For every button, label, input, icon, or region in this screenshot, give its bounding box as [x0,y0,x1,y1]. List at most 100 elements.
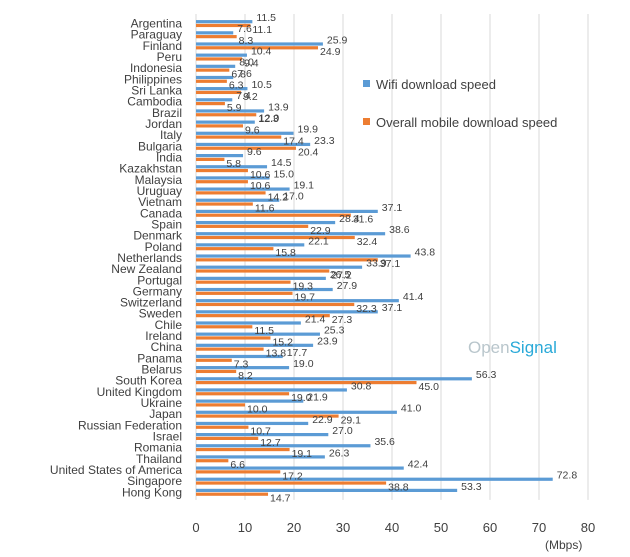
bar-wifi [196,209,378,213]
bar-mobile [196,113,257,117]
value-label-mobile: 13.8 [266,348,287,360]
x-tick-labels: 0 10 20 30 40 50 60 70 80 [192,520,595,535]
bar-mobile [196,470,281,474]
value-label-wifi: 21.9 [307,392,328,404]
bar-wifi [196,466,404,470]
bar-wifi [196,142,311,147]
bar-wifi [196,477,553,481]
bar-mobile [196,157,225,161]
bar-wifi [196,120,255,124]
value-label-mobile: 5.9 [227,102,242,114]
category-label: Germany [133,284,182,298]
value-label-mobile: 32.3 [356,303,377,315]
bar-mobile [196,235,355,240]
value-label-wifi: 19.0 [293,358,314,370]
bar-mobile [196,168,248,173]
brand-logo: OpenSignal [468,338,557,357]
bar-wifi [196,31,234,35]
bar-mobile [196,392,290,396]
x-tick-label: 10 [238,520,252,535]
bar-wifi [196,310,378,314]
value-label-wifi: 15.0 [274,168,295,180]
value-label-wifi: 56.3 [476,369,497,381]
bar-mobile [196,79,227,83]
category-label: Canada [140,206,182,220]
value-label-wifi: 25.9 [327,34,348,46]
bar-wifi [196,388,347,392]
bar-wifi [196,377,472,381]
value-label-mobile: 19.3 [293,281,314,293]
category-label: Sweden [139,307,182,321]
value-label-wifi: 30.8 [351,380,372,392]
value-label-mobile: 10.7 [250,426,271,438]
value-label-mobile: 11.5 [254,325,274,337]
category-label: Japan [149,407,182,421]
value-label-mobile: 6.8 [231,69,246,81]
category-label: Ukraine [141,396,183,410]
category-label: Paraguay [131,28,182,42]
value-label-mobile: 8.3 [239,35,254,47]
value-label-wifi: 21.4 [305,313,326,325]
value-label-mobile: 32.4 [357,236,378,248]
x-axis-unit-label: (Mbps) [545,538,582,552]
category-label: Uruguay [137,184,182,198]
bar-mobile [196,381,417,385]
bar-wifi [196,343,314,347]
x-tick-label: 70 [532,520,546,535]
bar-mobile [196,414,339,418]
x-tick-label: 30 [336,520,350,535]
value-label-wifi: 23.9 [317,336,338,348]
value-label-wifi: 33.9 [366,258,387,270]
bar-mobile [196,459,229,463]
value-label-wifi: 41.0 [401,403,422,415]
value-label-mobile: 24.9 [320,46,341,58]
value-label-wifi: 19.9 [298,124,319,136]
value-label-wifi: 26.5 [330,269,351,281]
bar-wifi [196,176,270,180]
value-label-mobile: 31.6 [353,214,374,226]
bar-mobile [196,46,319,50]
bar-mobile [196,325,253,329]
value-label-mobile: 14.7 [270,493,291,505]
bar-wifi [196,421,309,426]
value-label-wifi: 53.3 [461,481,482,493]
value-label-wifi: 19.1 [294,179,315,191]
bar-mobile [196,369,237,374]
value-label-wifi: 12.0 [259,113,280,125]
value-label-mobile: 7.3 [234,359,249,371]
value-label-mobile: 6.3 [229,80,244,92]
bar-wifi [196,276,326,280]
category-label: Brazil [152,106,182,120]
category-label: Spain [151,217,182,231]
legend-swatch-mobile [363,118,370,125]
category-label: Poland [145,240,182,254]
value-label-mobile: 45.0 [419,381,440,393]
bar-mobile [196,436,259,440]
value-labels: 11.511.17.68.3 25.924.910.49.48.06.87.66.… [226,12,577,505]
value-label-wifi: 17.7 [287,347,308,359]
value-label-wifi: 14.5 [271,157,292,169]
value-label-wifi: 41.4 [403,291,424,303]
bar-wifi [196,165,268,169]
bar-wifi [196,354,283,359]
bar-mobile [196,447,290,452]
value-label-wifi: 27.9 [337,280,358,292]
category-label: Panama [137,351,182,365]
legend-label-wifi: Wifi download speed [376,77,496,92]
bar-mobile [196,191,266,195]
value-label-wifi: 28.4 [339,213,360,225]
category-label: Cambodia [127,95,182,109]
category-label: Netherlands [117,251,182,265]
category-label: Argentina [131,17,183,31]
category-label: Singapore [127,474,182,488]
category-label: Portugal [137,273,182,287]
category-label: Kazakhstan [119,162,182,176]
value-label-mobile: 29.1 [341,414,362,426]
bar-wifi [196,433,329,437]
category-label: Peru [157,50,182,64]
category-label: Hong Kong [122,485,182,499]
legend: Wifi download speed Overall mobile downl… [363,77,557,130]
category-label: Switzerland [120,296,182,310]
value-label-wifi: 37.1 [382,202,403,214]
value-label-mobile: 8.2 [238,370,253,382]
